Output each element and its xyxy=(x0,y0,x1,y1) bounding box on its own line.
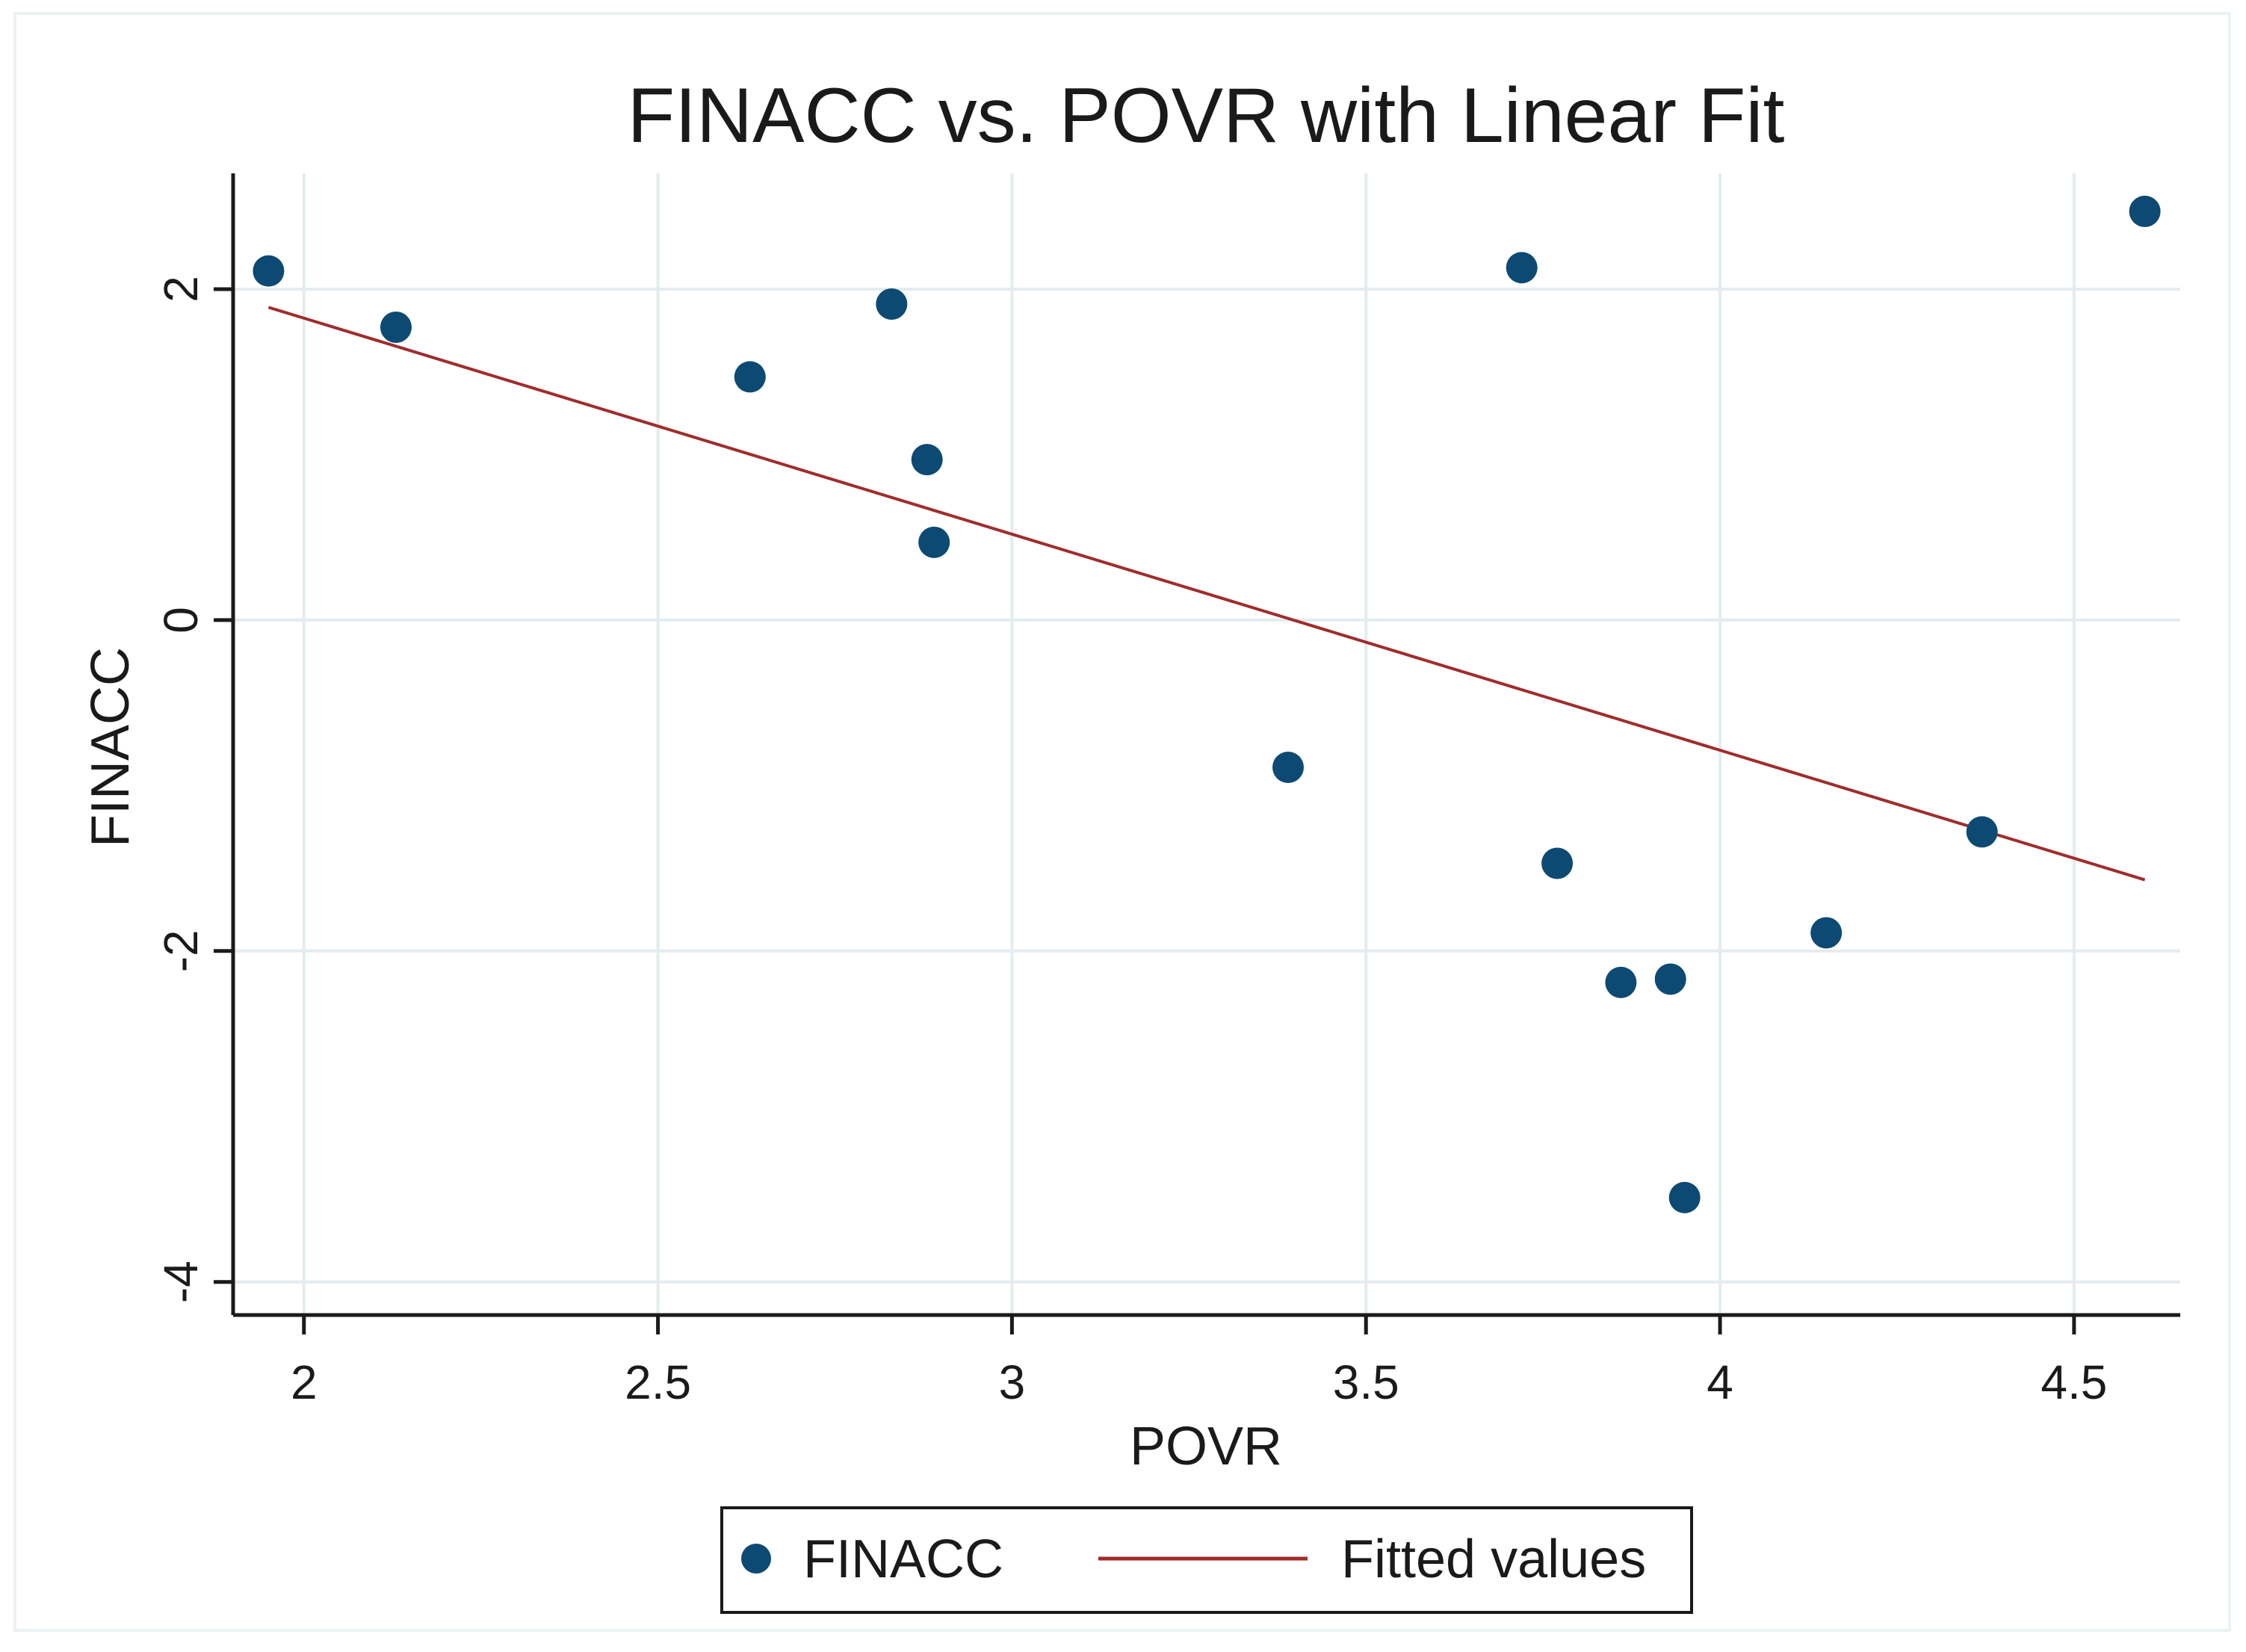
legend-label-finacc: FINACC xyxy=(803,1529,1003,1589)
data-point xyxy=(1272,752,1304,784)
x-tick-label: 2 xyxy=(291,1355,318,1409)
data-point xyxy=(734,361,766,393)
data-point xyxy=(1541,847,1574,879)
y-tick-label: -2 xyxy=(154,929,208,972)
data-point xyxy=(253,255,285,287)
axes: 2 2.5 3 3.5 4 4.5 -4 -2 0 2 xyxy=(154,173,2180,1409)
x-tick-label: 3.5 xyxy=(1333,1355,1399,1409)
data-point xyxy=(1668,1181,1701,1213)
data-point xyxy=(1506,252,1538,284)
fitted-line xyxy=(267,306,2146,882)
fitted-line-layer xyxy=(267,306,2146,882)
data-point xyxy=(876,288,908,320)
legend-box xyxy=(720,1506,1693,1614)
y-tick-label: 2 xyxy=(154,276,208,303)
data-point xyxy=(380,311,412,343)
y-tick-label: -4 xyxy=(154,1260,208,1303)
legend: FINACC Fitted values xyxy=(720,1506,1693,1614)
x-tick-label: 4 xyxy=(1707,1355,1733,1409)
chart-frame xyxy=(13,12,2231,1632)
legend-label-fitted-values: Fitted values xyxy=(1341,1529,1646,1589)
data-point xyxy=(1654,963,1686,995)
data-point xyxy=(918,526,950,558)
x-tick-label: 3 xyxy=(999,1355,1026,1409)
chart-title: FINACC vs. POVR with Linear Fit xyxy=(628,72,1785,159)
data-point xyxy=(2129,195,2161,227)
x-tick-label: 4.5 xyxy=(2041,1355,2107,1409)
data-point xyxy=(911,444,943,476)
legend-marker-finacc xyxy=(741,1544,771,1574)
scatter-points xyxy=(253,195,2161,1213)
data-point xyxy=(1605,966,1637,998)
y-tick-label: 0 xyxy=(154,607,208,634)
data-point xyxy=(1966,816,1998,848)
x-axis-label: POVR xyxy=(1130,1417,1282,1476)
x-tick-label: 2.5 xyxy=(625,1355,691,1409)
data-point xyxy=(1810,917,1843,949)
grid xyxy=(233,173,2180,1315)
y-axis-label: FINACC xyxy=(81,647,140,847)
